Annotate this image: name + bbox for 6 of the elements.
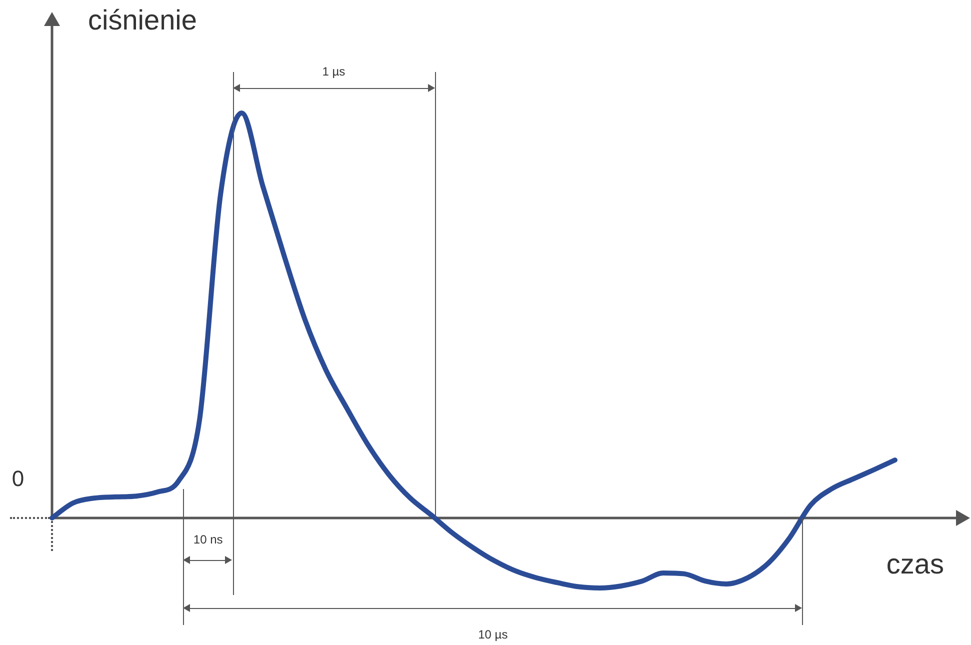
text: 10 µs — [478, 627, 508, 642]
x-axis-title: czas — [886, 548, 944, 580]
text: 0 — [12, 466, 24, 492]
annotation: 10 ns — [193, 532, 223, 546]
y-axis-title: ciśnienie — [88, 4, 197, 36]
text: 1 µs — [322, 64, 346, 78]
